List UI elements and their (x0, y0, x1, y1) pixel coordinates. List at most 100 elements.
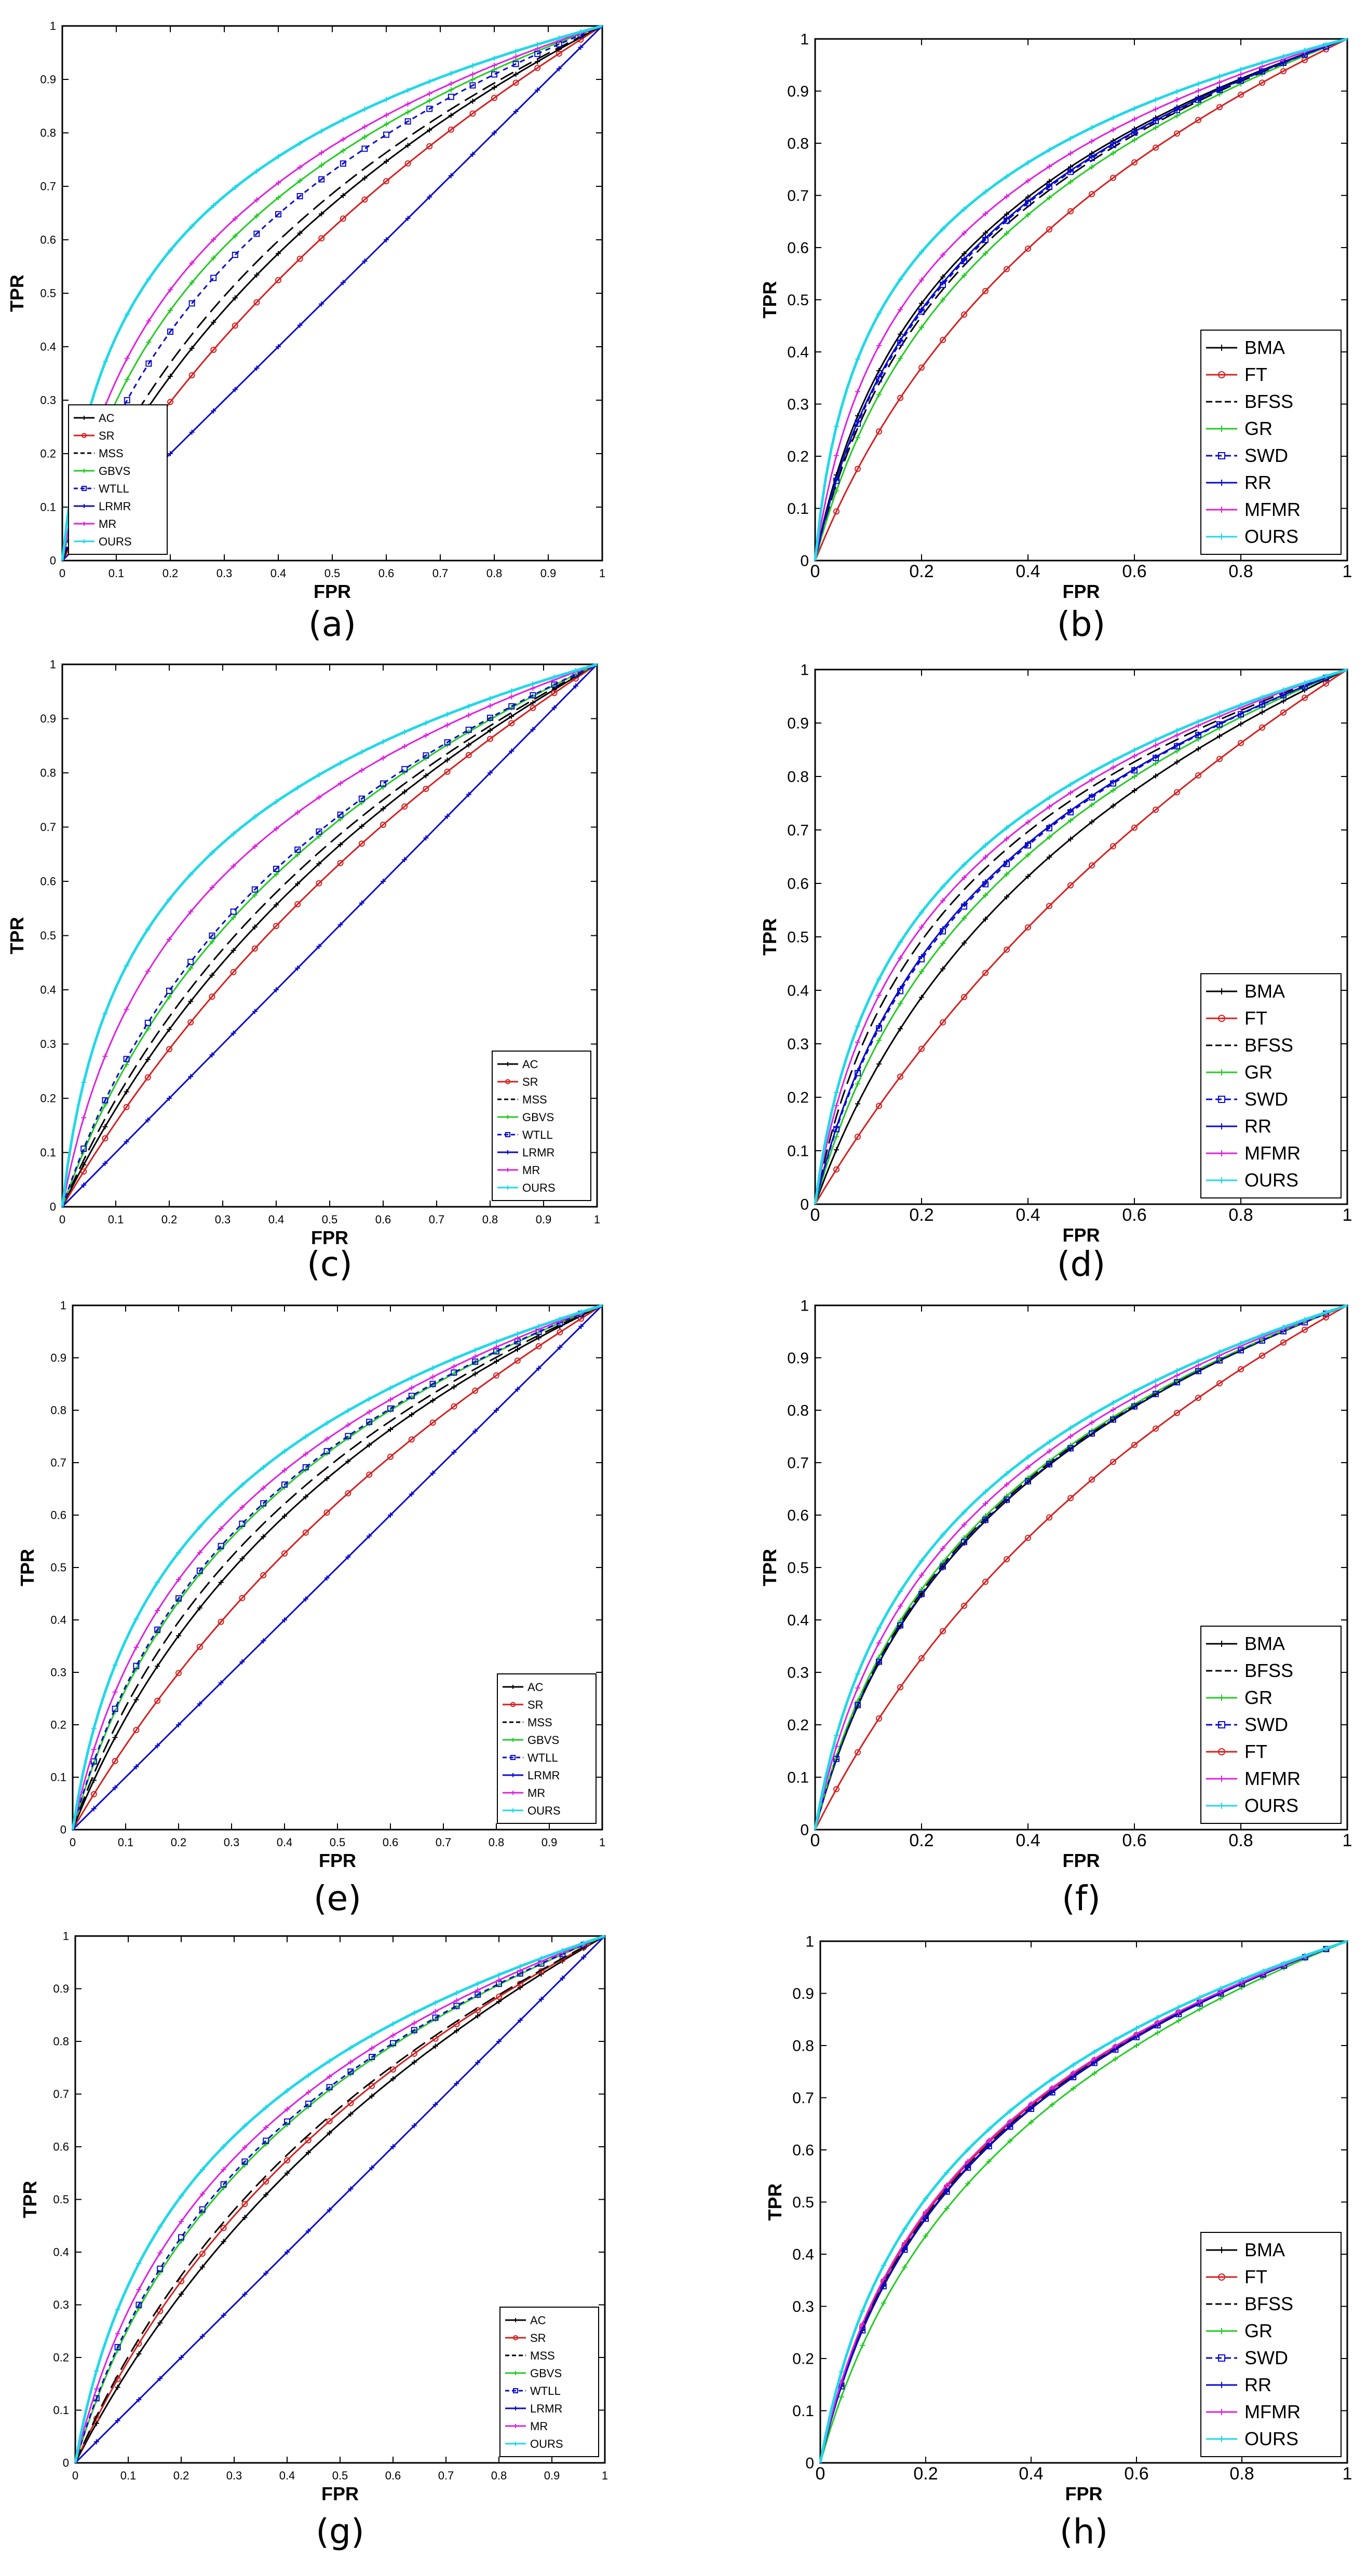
legend-item-mr: MR (503, 1787, 545, 1800)
legend-label: WTLL (530, 2384, 561, 2397)
panel-caption: (d) (1057, 1244, 1105, 1284)
x-tick-label: 0.9 (542, 1836, 558, 1849)
series-line (814, 668, 1348, 1205)
y-tick-label: 0.1 (787, 1769, 809, 1787)
y-tick-label: 0.6 (787, 1507, 809, 1524)
series-ours (819, 1940, 1348, 2463)
legend-item-lrmr: LRMR (74, 500, 131, 513)
y-tick-label: 1 (60, 1299, 66, 1312)
legend-label: AC (99, 412, 115, 425)
chart-panel-e: 0 0.1 0.2 0.3 0.4 0.5 0.6 0.7 0.8 0.9 1 0 0.1 0.2 0.3 0… (17, 1299, 605, 1918)
legend: AC SR MSS GBVS WTLL LRMR MR OURS (497, 1673, 597, 1824)
y-tick-label: 0.3 (40, 1038, 56, 1051)
series-gr (814, 38, 1348, 561)
y-tick-label: 0.1 (40, 1146, 56, 1159)
series-line (61, 663, 598, 1207)
legend-item-ft: FT (1206, 1741, 1267, 1762)
series-line (814, 38, 1348, 561)
legend-item-wtll: WTLL (503, 1751, 558, 1764)
y-tick-label: 0.8 (787, 769, 809, 786)
x-tick-label: 0.1 (108, 1213, 124, 1226)
legend-label: FT (1244, 1741, 1267, 1762)
y-tick-label: 0.1 (792, 2403, 814, 2420)
x-tick-label: 0.9 (544, 2469, 560, 2482)
series-line (814, 37, 1348, 561)
x-axis-label: FPR (319, 1850, 356, 1871)
legend: BMA BFSS GR SWD FT MFMR OURS (1200, 1626, 1342, 1824)
y-tick-label: 0.4 (53, 2246, 69, 2259)
x-tick-label: 0.6 (383, 1836, 399, 1849)
x-axis-label: FPR (1063, 581, 1100, 602)
legend-label: MSS (99, 447, 124, 460)
y-tick-label: 0.4 (40, 340, 56, 353)
panel-caption: (h) (1060, 2512, 1108, 2552)
y-tick-label: 1 (63, 1930, 69, 1943)
y-tick-label: 1 (50, 658, 56, 671)
y-tick-label: 0.1 (787, 1143, 809, 1160)
x-tick-label: 0.8 (1229, 2464, 1254, 2484)
x-tick-label: 0.8 (489, 1836, 505, 1849)
legend-label: MSS (522, 1093, 547, 1106)
x-tick-label: 0.2 (909, 1831, 933, 1850)
x-tick-label: 1 (1343, 2464, 1352, 2484)
legend-item-bma: BMA (1206, 2239, 1285, 2260)
x-tick-label: 0.3 (215, 1213, 231, 1226)
legend-label: GR (1244, 1061, 1273, 1083)
x-axis-label: FPR (1063, 1224, 1100, 1246)
legend-label: MR (530, 2420, 548, 2433)
legend-label: BFSS (1244, 2293, 1293, 2314)
x-tick-label: 0.8 (1228, 562, 1253, 581)
legend: AC SR MSS GBVS WTLL LRMR MR OURS (68, 404, 168, 555)
chart-panel-c: 0 0.1 0.2 0.3 0.4 0.5 0.6 0.7 0.8 0.9 1 0 0.1 0.2 0.3 0… (6, 658, 600, 1284)
legend-label: MSS (527, 1716, 552, 1729)
series-line (814, 38, 1348, 561)
legend-item-sr: SR (74, 429, 115, 442)
y-tick-label: 0.4 (50, 1614, 66, 1627)
legend-item-bma: BMA (1206, 1633, 1285, 1654)
series-line (814, 38, 1348, 561)
legend-item-mfmr: MFMR (1206, 1768, 1301, 1789)
x-tick-label: 0.8 (1228, 1831, 1253, 1850)
x-tick-label: 0.8 (491, 2469, 507, 2482)
chart-panel-f: 0 0.2 0.4 0.6 0.8 1 0 0.1 0.2 0.3 0.4 0.5 0.6 0.7 0.8 0… (759, 1298, 1352, 1919)
x-tick-label: 0.5 (324, 567, 341, 580)
legend-item-rr: RR (1206, 1115, 1271, 1137)
legend-label: MSS (530, 2349, 555, 2362)
series-line (61, 25, 603, 561)
legend-item-swd: SWD (1206, 2347, 1288, 2368)
legend-item-gbvs: GBVS (497, 1111, 554, 1124)
legend-label: FT (1244, 364, 1267, 385)
y-tick-label: 0.7 (787, 187, 809, 205)
y-tick-label: 0.2 (40, 1092, 56, 1105)
series-ours (74, 1934, 605, 2463)
y-tick-label: 1 (800, 662, 809, 679)
series-ft (814, 1304, 1348, 1830)
y-tick-label: 0.2 (53, 2351, 69, 2364)
series-line (819, 1940, 1348, 2463)
y-tick-label: 0.8 (787, 1402, 809, 1420)
y-tick-label: 1 (800, 31, 809, 48)
y-tick-label: 0.8 (53, 2035, 69, 2048)
legend-label: OURS (522, 1181, 556, 1194)
legend-label: SWD (1244, 1714, 1288, 1735)
legend-label: GBVS (522, 1111, 554, 1124)
x-tick-label: 0.5 (322, 1213, 338, 1226)
x-tick-label: 0 (59, 1213, 65, 1226)
series-wtll (61, 663, 598, 1207)
panel-caption: (a) (308, 604, 356, 644)
legend-item-mss: MSS (505, 2349, 555, 2362)
x-tick-label: 0.4 (1016, 1831, 1040, 1850)
series-line (74, 1935, 605, 2463)
legend-item-wtll: WTLL (505, 2384, 561, 2397)
legend-label: WTLL (527, 1751, 558, 1764)
chart-panel-d: 0 0.2 0.4 0.6 0.8 1 0 0.1 0.2 0.3 0.4 0.5 0.6 0.7 0.8 0… (759, 662, 1352, 1285)
y-tick-label: 0.7 (787, 1455, 809, 1472)
x-tick-label: 0.6 (1122, 1831, 1146, 1850)
series-line (74, 1935, 605, 2463)
x-tick-label: 1 (1343, 1831, 1352, 1850)
x-axis-label: FPR (1063, 1850, 1100, 1871)
legend-item-gr: GR (1206, 418, 1273, 439)
y-tick-label: 0.5 (53, 2193, 69, 2206)
series-line (814, 669, 1348, 1205)
panel-caption: (b) (1057, 604, 1105, 644)
